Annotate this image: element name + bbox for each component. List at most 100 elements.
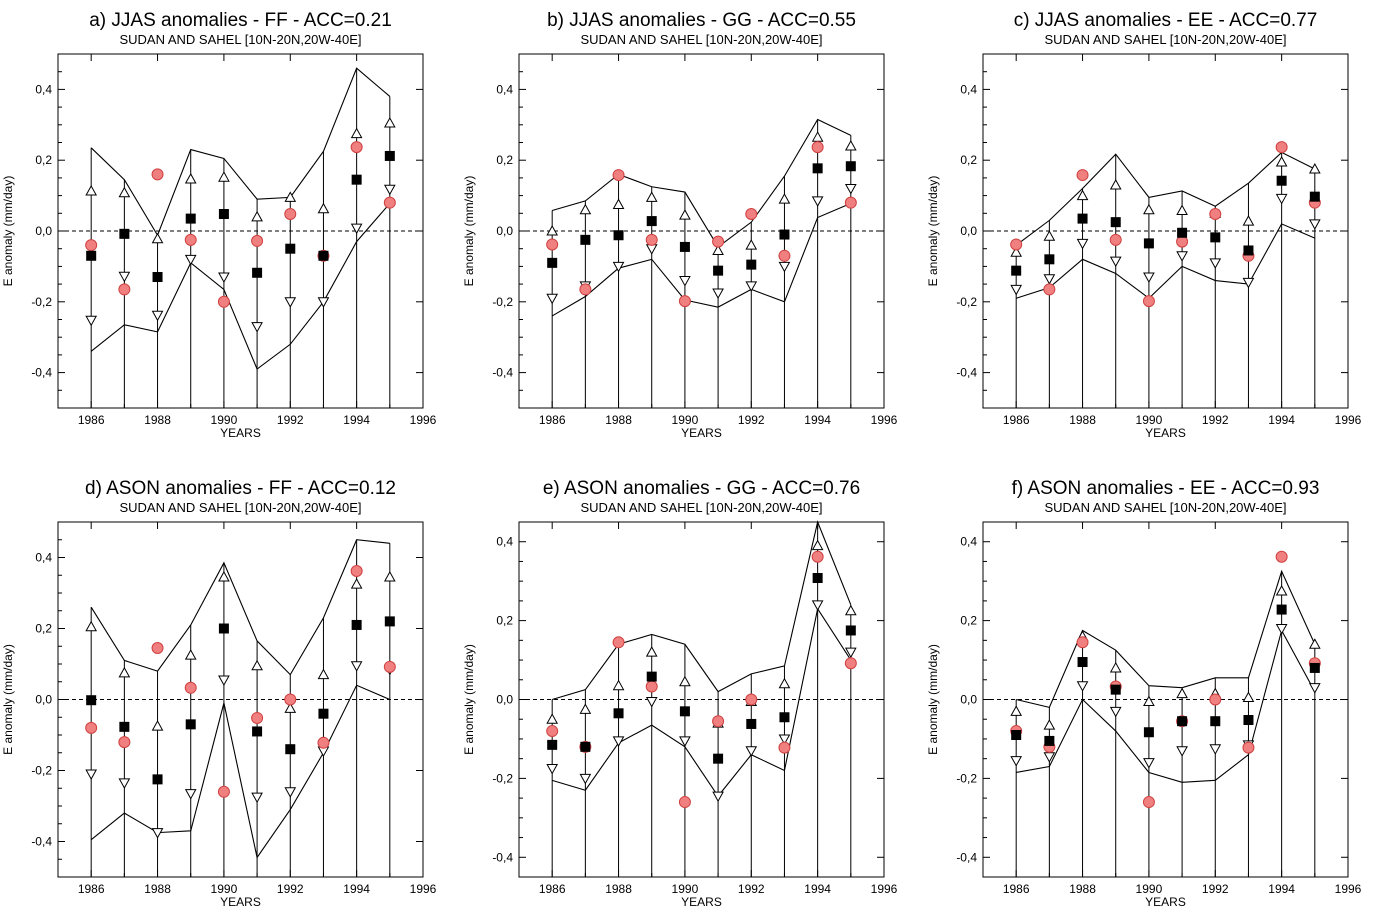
x-tick-label: 1996: [1335, 882, 1362, 896]
ensemble-mean-point: [119, 228, 130, 239]
ensemble-mean-point: [613, 708, 624, 719]
x-tick-label: 1986: [539, 882, 566, 896]
observed-point: [1076, 169, 1089, 182]
upper-triangle-point: [218, 171, 230, 182]
ensemble-mean-point: [580, 234, 591, 245]
ensemble-mean-point: [1276, 175, 1287, 186]
ensemble-mean-point: [252, 726, 263, 737]
ensemble-mean-point: [1110, 217, 1121, 228]
x-tick-label: 1994: [804, 413, 831, 427]
y-tick-label: -0,2: [956, 771, 977, 785]
ensemble-mean-point: [746, 718, 757, 729]
lower-triangle-point: [1275, 193, 1288, 205]
lower-triangle-point: [1076, 681, 1089, 692]
x-tick-label: 1988: [144, 882, 171, 896]
ensemble-mean-point: [1243, 245, 1254, 256]
envelope-min-line: [90, 684, 391, 859]
upper-triangle-point: [844, 604, 857, 616]
x-tick-label: 1994: [1268, 413, 1295, 427]
observed-point: [745, 208, 758, 221]
y-tick-label: 0,0: [35, 224, 52, 238]
ensemble-mean-point: [1044, 735, 1055, 746]
upper-triangle-point: [284, 702, 297, 713]
envelope-min-line: [90, 203, 391, 370]
upper-triangle-point: [350, 578, 363, 589]
ensemble-mean-point: [1276, 604, 1287, 615]
ensemble-mean-point: [1077, 657, 1088, 668]
ensemble-mean-point: [185, 213, 196, 224]
lower-triangle-point: [712, 791, 724, 803]
upper-triangle-point: [118, 666, 131, 678]
lower-triangle-point: [284, 787, 297, 798]
upper-triangle-point: [546, 713, 559, 724]
ensemble-mean-point: [152, 774, 163, 785]
observed-point: [712, 715, 725, 728]
y-tick-label: -0,2: [492, 771, 513, 785]
x-tick-label: 1988: [1069, 413, 1096, 427]
envelope-min-line: [552, 607, 852, 798]
y-tick-label: 0,2: [35, 622, 52, 636]
ensemble-mean-point: [713, 753, 724, 764]
chart-title: c) JJAS anomalies - EE - ACC=0.77: [1014, 10, 1318, 31]
observed-point: [217, 295, 230, 308]
lower-triangle-point: [679, 276, 691, 287]
observed-point: [712, 235, 725, 248]
upper-triangle-point: [284, 191, 297, 202]
ensemble-mean-point: [285, 744, 296, 755]
y-tick-label: 0,0: [496, 224, 513, 238]
lower-triangle-point: [645, 244, 658, 255]
observed-point: [251, 234, 264, 247]
observed-point: [579, 283, 592, 296]
lower-triangle-point: [712, 288, 724, 299]
observed-point: [811, 141, 824, 154]
ensemble-mean-point: [746, 259, 757, 270]
ensemble-mean-point: [547, 257, 558, 268]
observed-point: [546, 238, 559, 251]
ensemble-mean-point: [812, 573, 823, 584]
ensemble-mean-point: [1309, 191, 1320, 202]
chart-subtitle: SUDAN AND SAHEL [10N-20N,20W-40E]: [1044, 32, 1286, 47]
x-tick-label: 1992: [1202, 413, 1229, 427]
upper-triangle-point: [251, 659, 263, 671]
observed-point: [151, 168, 164, 181]
lower-triangle-point: [350, 223, 363, 235]
upper-triangle-point: [317, 668, 330, 680]
upper-triangle-point: [1176, 204, 1188, 215]
x-axis-label: YEARS: [681, 426, 722, 440]
x-tick-label: 1986: [1003, 882, 1030, 896]
observed-point: [284, 693, 297, 706]
upper-triangle-point: [811, 131, 824, 142]
upper-triangle-point: [712, 244, 724, 255]
x-tick-label: 1992: [277, 413, 304, 427]
lower-triangle-point: [612, 261, 625, 273]
upper-triangle-point: [317, 202, 330, 214]
lower-triangle-point: [1242, 277, 1255, 289]
y-axis-label: E anomaly (mm/day): [462, 176, 476, 287]
upper-triangle-point: [1043, 719, 1056, 730]
lower-triangle-point: [184, 789, 197, 800]
ensemble-mean-point: [1210, 232, 1221, 243]
chart-subtitle: SUDAN AND SAHEL [10N-20N,20W-40E]: [1044, 500, 1286, 515]
lower-triangle-point: [811, 196, 824, 207]
lower-triangle-point: [317, 297, 330, 308]
y-tick-label: 0,0: [496, 693, 513, 707]
chart-subtitle: SUDAN AND SAHEL [10N-20N,20W-40E]: [580, 32, 822, 47]
upper-triangle-point: [745, 239, 758, 250]
ensemble-mean-point: [1177, 716, 1188, 727]
lower-triangle-point: [778, 261, 791, 273]
lower-triangle-point: [645, 696, 658, 708]
lower-triangle-point: [679, 736, 691, 747]
observed-point: [678, 295, 691, 308]
ensemble-mean-point: [351, 619, 362, 630]
lower-triangle-point: [218, 675, 230, 687]
lower-triangle-point: [350, 661, 363, 672]
upper-triangle-point: [383, 117, 396, 128]
lower-triangle-point: [218, 272, 230, 284]
y-tick-label: -0,4: [956, 366, 977, 380]
lower-triangle-point: [1109, 256, 1122, 268]
ensemble-mean-point: [779, 229, 790, 240]
lower-triangle-point: [1143, 272, 1155, 284]
